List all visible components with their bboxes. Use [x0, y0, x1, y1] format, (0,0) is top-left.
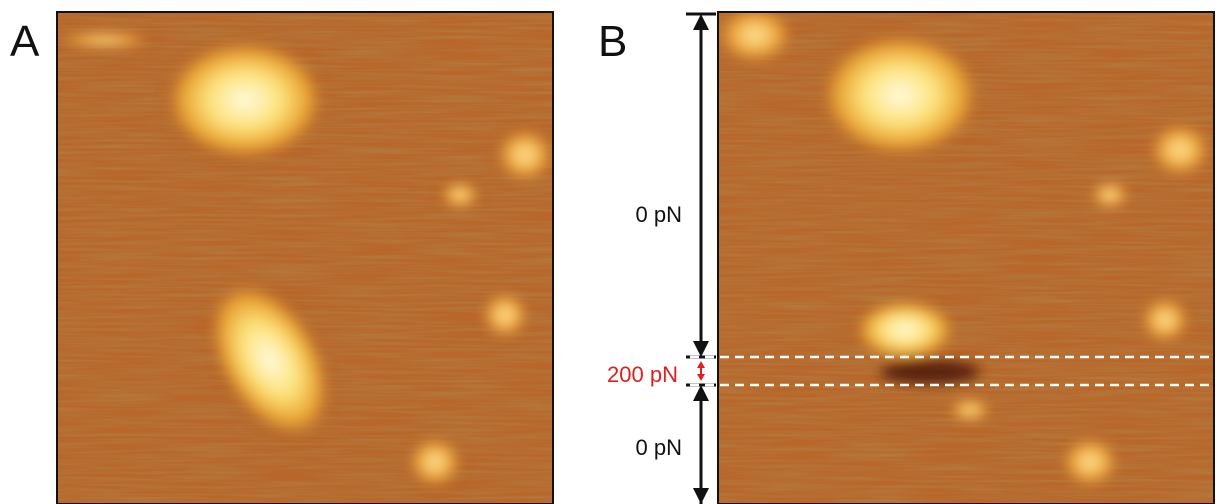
- panel-label: A: [10, 17, 40, 66]
- force-label: 0 pN: [636, 202, 682, 227]
- panel-label: B: [598, 17, 627, 66]
- force-label: 200 pN: [607, 362, 678, 387]
- small-arrow: [697, 361, 705, 381]
- dashed-lines: [690, 355, 1214, 387]
- image-frame: [717, 11, 1215, 504]
- afm-image-b: [718, 12, 1214, 504]
- image-frame: [56, 11, 554, 504]
- force-arrows: [686, 12, 716, 504]
- force-label: 0 pN: [636, 435, 682, 460]
- afm-image-a: [57, 12, 553, 504]
